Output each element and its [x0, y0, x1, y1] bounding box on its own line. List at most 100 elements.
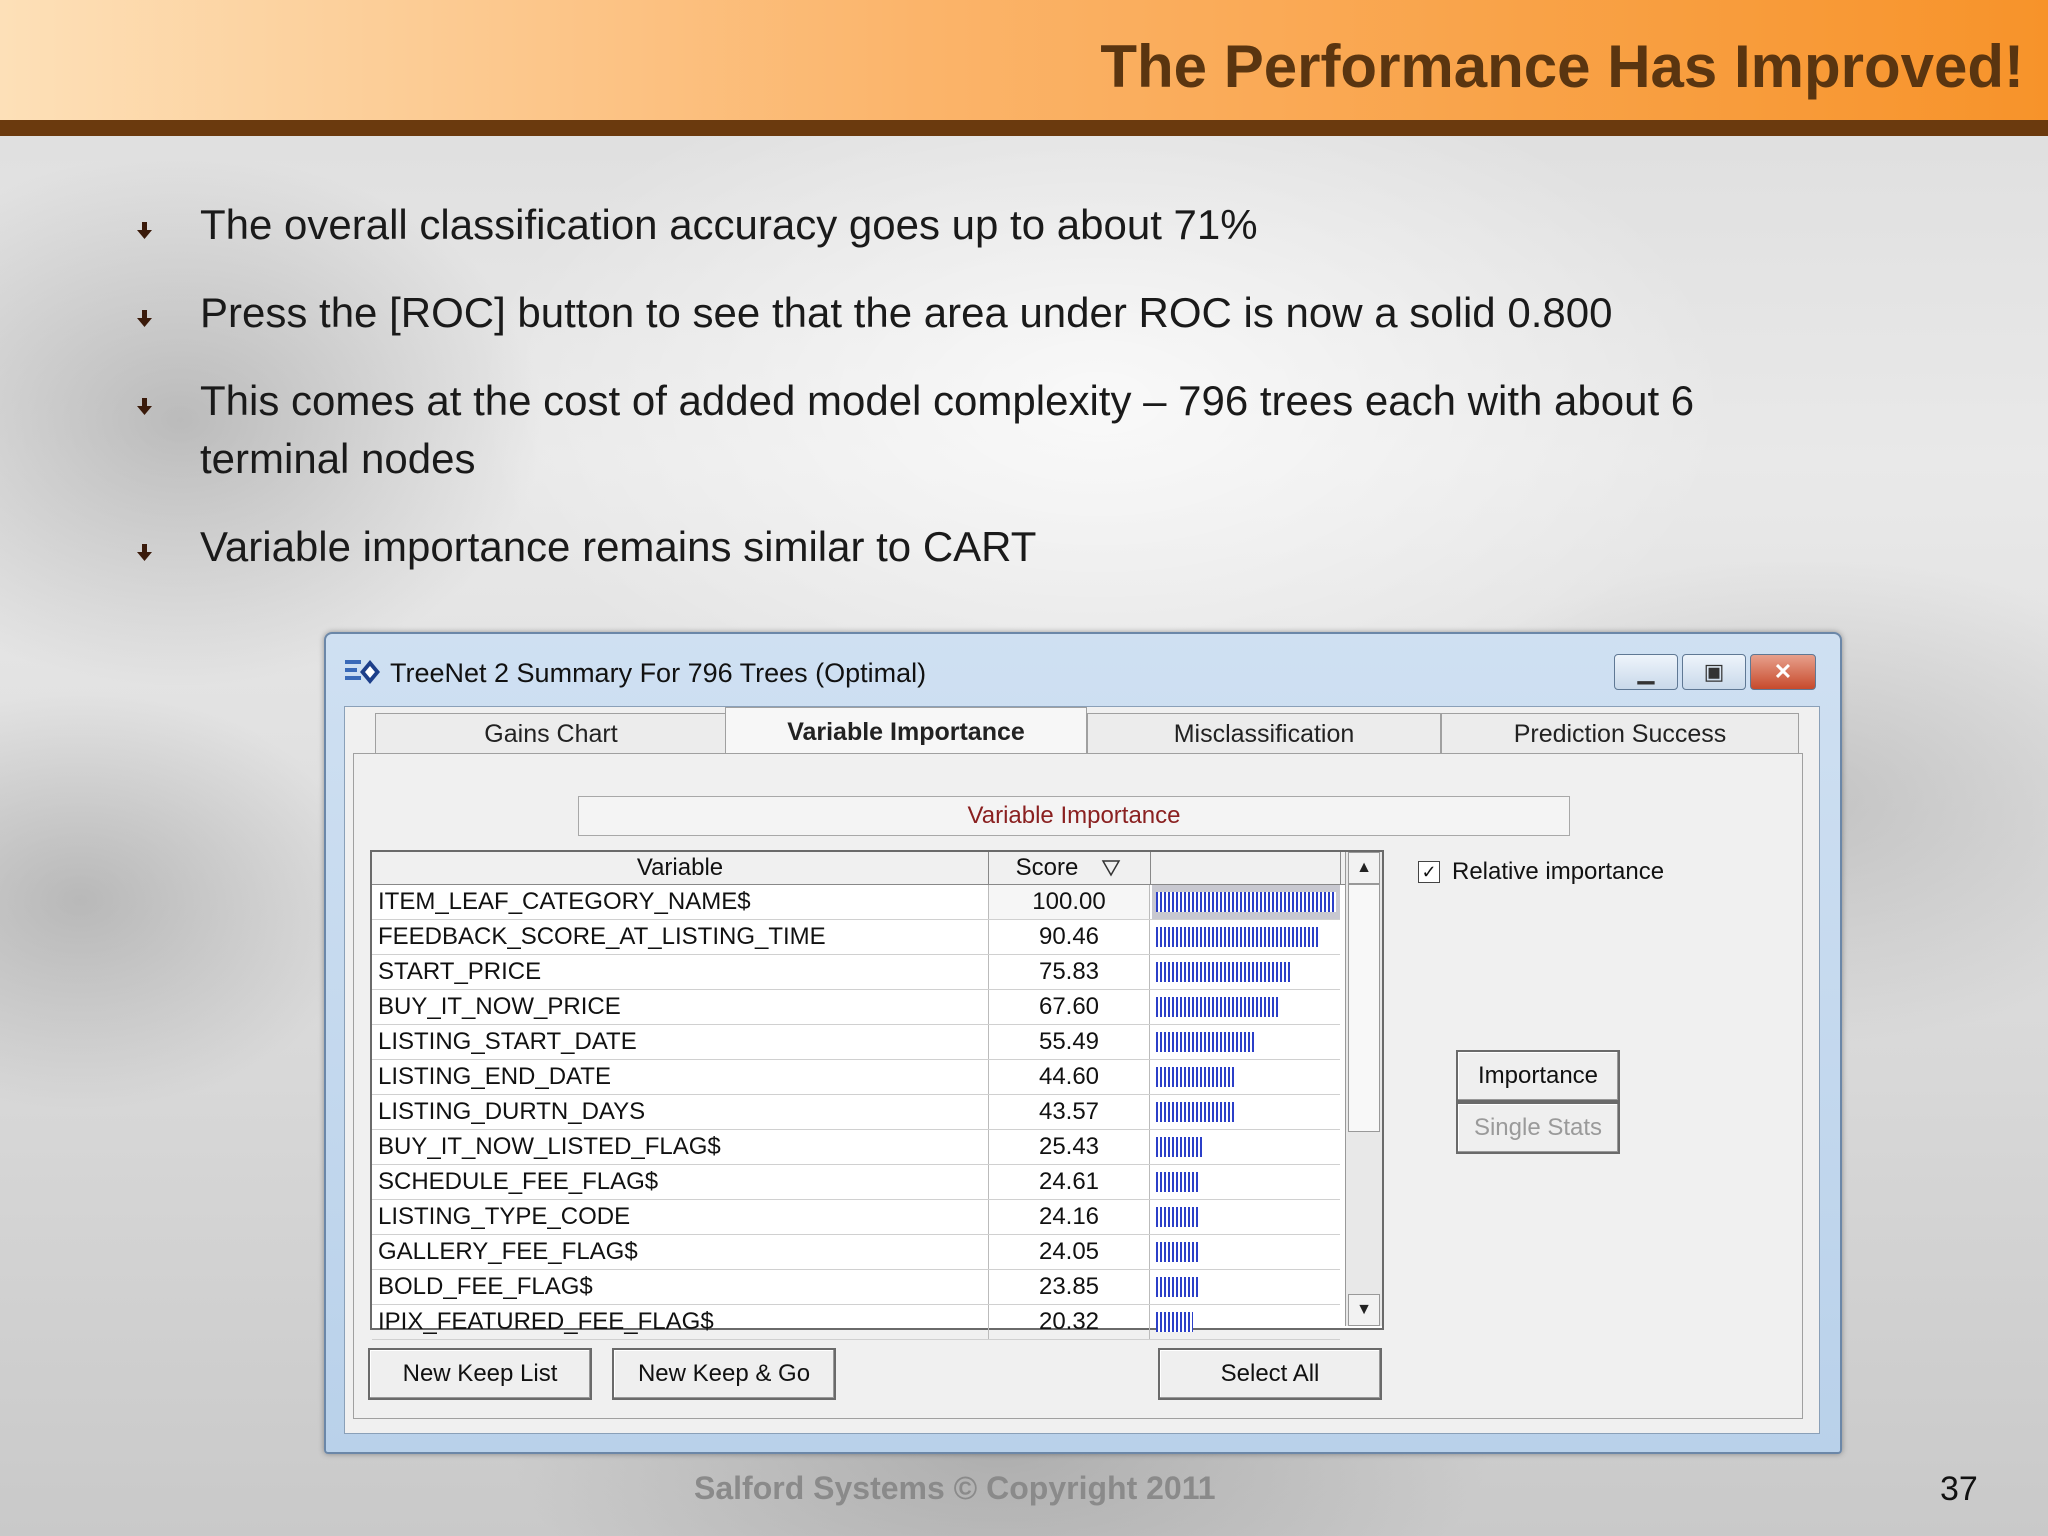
- table-row[interactable]: GALLERY_FEE_FLAG$ 24.05: [372, 1235, 1340, 1270]
- column-header-bar: [1150, 852, 1341, 884]
- table-row[interactable]: LISTING_DURTN_DAYS 43.57: [372, 1095, 1340, 1130]
- score-cell: 20.32: [988, 1305, 1150, 1339]
- table-row[interactable]: BOLD_FEE_FLAG$ 23.85: [372, 1270, 1340, 1305]
- bullet-item: Variable importance remains similar to C…: [130, 518, 1850, 576]
- single-stats-button[interactable]: Single Stats: [1456, 1102, 1620, 1154]
- tab-prediction-success[interactable]: Prediction Success: [1441, 713, 1799, 754]
- table-body: ITEM_LEAF_CATEGORY_NAME$ 100.00 FEEDBACK_S…: [372, 885, 1340, 1340]
- bullet-list: The overall classification accuracy goes…: [130, 196, 1850, 606]
- variable-name-cell: LISTING_END_DATE: [378, 1063, 611, 1090]
- variable-name-cell: LISTING_TYPE_CODE: [378, 1203, 631, 1230]
- window-title: TreeNet 2 Summary For 796 Trees (Optimal…: [390, 658, 927, 688]
- variable-importance-table: Variable Score ITEM_LEAF_CATEGORY_NAME$ 1…: [370, 850, 1384, 1340]
- variable-name-cell: IPIX_FEATURED_FEE_FLAG$: [378, 1308, 714, 1335]
- relative-importance-label: Relative importance: [1452, 858, 1665, 885]
- score-cell: 67.60: [988, 990, 1150, 1024]
- bullet-item: The overall classification accuracy goes…: [130, 196, 1850, 254]
- checkmark-icon: ✓: [1421, 862, 1437, 882]
- maximize-icon: ▣: [1703, 659, 1725, 684]
- arrow-down-bullet-icon: [137, 544, 152, 561]
- bullet-text: Press the [ROC] button to see that the a…: [200, 289, 1613, 336]
- column-header-score[interactable]: Score: [988, 852, 1151, 884]
- importance-bar-cell: [1152, 1200, 1340, 1234]
- score-cell: 23.85: [988, 1270, 1150, 1304]
- tab-misclassification[interactable]: Misclassification: [1087, 713, 1441, 754]
- importance-bar: [1156, 1242, 1199, 1262]
- score-cell: 24.05: [988, 1235, 1150, 1269]
- importance-bar-cell: [1152, 885, 1340, 919]
- treenet-app-icon: [345, 660, 380, 684]
- arrow-down-icon: ▼: [1356, 1301, 1372, 1318]
- bullet-text: This comes at the cost of added model co…: [200, 377, 1695, 482]
- scroll-down-button[interactable]: ▼: [1348, 1294, 1380, 1326]
- table-row[interactable]: IPIX_FEATURED_FEE_FLAG$ 20.32: [372, 1305, 1340, 1340]
- variable-importance-panel: Variable Importance Variable Score ITEM_…: [353, 753, 1803, 1419]
- importance-bar: [1156, 1277, 1199, 1297]
- scroll-up-button[interactable]: ▲: [1348, 852, 1380, 884]
- table-row[interactable]: START_PRICE 75.83: [372, 955, 1340, 990]
- table-header: Variable Score: [372, 852, 1380, 885]
- variable-name-cell: LISTING_START_DATE: [378, 1028, 637, 1055]
- minimize-button[interactable]: ▁: [1614, 654, 1678, 690]
- importance-bar-cell: [1152, 1305, 1340, 1339]
- score-cell: 44.60: [988, 1060, 1150, 1094]
- variable-name-cell: ITEM_LEAF_CATEGORY_NAME$: [378, 888, 751, 915]
- close-button[interactable]: ✕: [1750, 654, 1816, 690]
- variable-name-cell: BUY_IT_NOW_PRICE: [378, 993, 621, 1020]
- tab-gains-chart[interactable]: Gains Chart: [375, 713, 727, 754]
- table-row[interactable]: FEEDBACK_SCORE_AT_LISTING_TIME 90.46: [372, 920, 1340, 955]
- importance-bar: [1156, 1137, 1202, 1157]
- variable-name-cell: BUY_IT_NOW_LISTED_FLAG$: [378, 1133, 721, 1160]
- table-row[interactable]: LISTING_TYPE_CODE 24.16: [372, 1200, 1340, 1235]
- variable-name-cell: GALLERY_FEE_FLAG$: [378, 1238, 638, 1265]
- column-header-variable[interactable]: Variable: [372, 852, 989, 884]
- importance-bar: [1156, 927, 1319, 947]
- maximize-button[interactable]: ▣: [1682, 654, 1746, 690]
- importance-bar-cell: [1152, 920, 1340, 954]
- score-cell: 75.83: [988, 955, 1150, 989]
- panel-heading: Variable Importance: [578, 796, 1570, 836]
- variable-name-cell: LISTING_DURTN_DAYS: [378, 1098, 646, 1125]
- select-all-button[interactable]: Select All: [1158, 1348, 1382, 1400]
- importance-bar: [1156, 892, 1336, 912]
- new-keep-go-button[interactable]: New Keep & Go: [612, 1348, 836, 1400]
- importance-bar: [1156, 1172, 1200, 1192]
- table-row[interactable]: ITEM_LEAF_CATEGORY_NAME$ 100.00: [372, 885, 1340, 920]
- importance-bar-cell: [1152, 955, 1340, 989]
- window-client-area: Gains Chart Variable Importance Misclass…: [344, 706, 1820, 1434]
- scroll-thumb[interactable]: [1348, 884, 1380, 1132]
- table-row[interactable]: BUY_IT_NOW_LISTED_FLAG$ 25.43: [372, 1130, 1340, 1165]
- importance-bar-cell: [1152, 1025, 1340, 1059]
- arrow-up-icon: ▲: [1356, 859, 1372, 876]
- slide-header: [0, 0, 2048, 120]
- sort-descending-icon: [1102, 860, 1121, 877]
- arrow-down-bullet-icon: [137, 310, 152, 327]
- table-row[interactable]: SCHEDULE_FEE_FLAG$ 24.61: [372, 1165, 1340, 1200]
- close-icon: ✕: [1773, 659, 1793, 684]
- importance-button[interactable]: Importance: [1456, 1050, 1620, 1102]
- new-keep-list-button[interactable]: New Keep List: [368, 1348, 592, 1400]
- importance-bar: [1156, 1312, 1193, 1332]
- page-number: 37: [1940, 1470, 1978, 1508]
- importance-bar-cell: [1152, 1095, 1340, 1129]
- tab-variable-importance[interactable]: Variable Importance: [725, 707, 1087, 756]
- header-divider: [0, 120, 2048, 136]
- table-row[interactable]: LISTING_END_DATE 44.60: [372, 1060, 1340, 1095]
- table-scrollbar[interactable]: ▲ ▼: [1345, 852, 1382, 1326]
- arrow-down-bullet-icon: [137, 222, 152, 239]
- score-cell: 24.61: [988, 1165, 1150, 1199]
- importance-bar: [1156, 1102, 1234, 1122]
- table-row[interactable]: LISTING_START_DATE 55.49: [372, 1025, 1340, 1060]
- treenet-summary-window: TreeNet 2 Summary For 796 Trees (Optimal…: [324, 632, 1842, 1454]
- bullet-item: Press the [ROC] button to see that the a…: [130, 284, 1850, 342]
- score-cell: 100.00: [988, 885, 1150, 919]
- relative-importance-checkbox[interactable]: ✓: [1418, 861, 1440, 883]
- bullet-text: Variable importance remains similar to C…: [200, 523, 1037, 570]
- bullet-item: This comes at the cost of added model co…: [130, 372, 1850, 488]
- table-row[interactable]: BUY_IT_NOW_PRICE 67.60: [372, 990, 1340, 1025]
- variable-name-cell: START_PRICE: [378, 958, 542, 985]
- importance-bar-cell: [1152, 1130, 1340, 1164]
- relative-importance-checkbox-row[interactable]: ✓ Relative importance: [1418, 858, 1664, 886]
- score-cell: 43.57: [988, 1095, 1150, 1129]
- score-cell: 55.49: [988, 1025, 1150, 1059]
